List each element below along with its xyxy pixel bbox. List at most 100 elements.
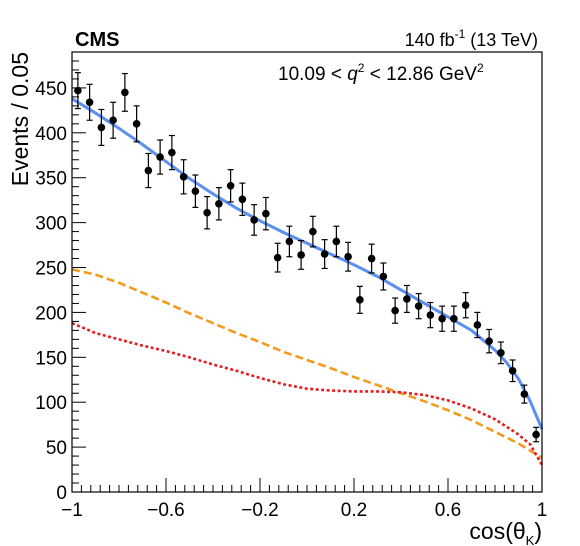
data-marker	[121, 88, 129, 97]
data-marker	[191, 187, 200, 195]
y-tick-label: 350	[35, 169, 67, 190]
data-marker	[414, 302, 423, 310]
x-axis: −1 −0.6 −0.2 0.2 0.6 1	[61, 478, 547, 521]
data-marker	[508, 366, 517, 375]
data-point	[273, 242, 282, 273]
y-tick-label: 300	[35, 214, 67, 235]
data-point	[226, 169, 235, 203]
data-marker	[497, 349, 505, 357]
y-tick-label: 100	[35, 393, 67, 414]
data-marker	[438, 314, 446, 323]
data-point	[168, 134, 176, 171]
data-point	[320, 239, 329, 270]
data-point	[344, 241, 352, 272]
data-marker	[250, 216, 258, 224]
x-tick-label: 0.6	[435, 500, 461, 521]
data-point	[132, 105, 141, 143]
data-point	[250, 204, 258, 236]
data-point	[238, 182, 247, 217]
data-marker	[367, 254, 376, 263]
x-tick-label: 0.2	[341, 500, 367, 521]
y-axis-title: Events / 0.05	[7, 52, 33, 186]
data-marker	[532, 430, 540, 439]
data-marker	[74, 86, 82, 95]
data-point	[156, 139, 164, 175]
data-point	[485, 328, 493, 354]
data-point	[497, 341, 505, 365]
x-tick-label: −0.2	[241, 500, 279, 521]
data-marker	[215, 199, 223, 208]
data-marker	[144, 166, 153, 175]
data-marker	[97, 123, 106, 132]
data-marker	[379, 272, 388, 281]
data-point	[203, 195, 211, 230]
data-marker	[485, 337, 493, 345]
data-point	[508, 359, 517, 383]
data-marker	[450, 314, 458, 323]
y-axis: 0 50 100 150 200 250 300 350 400 450	[35, 51, 86, 504]
data-point	[520, 384, 529, 404]
data-point	[367, 243, 376, 274]
data-point	[414, 292, 423, 320]
data-point	[215, 186, 223, 221]
data-point	[109, 101, 117, 139]
data-point	[97, 108, 106, 146]
y-tick-label: 0	[56, 483, 67, 504]
data-marker	[109, 116, 117, 125]
data-point	[309, 215, 317, 248]
data-marker	[262, 209, 270, 218]
data-marker	[391, 306, 399, 315]
data-point	[179, 159, 188, 195]
data-marker	[238, 195, 247, 204]
data-marker	[403, 295, 411, 303]
data-marker	[156, 153, 164, 161]
x-tick-label: −1	[61, 500, 83, 521]
data-point	[450, 305, 458, 332]
data-point	[473, 311, 482, 339]
data-marker	[344, 252, 352, 261]
x-tick-label: 1	[537, 500, 548, 521]
y-tick-label: 450	[35, 79, 67, 100]
data-marker	[520, 390, 529, 398]
data-marker	[320, 250, 329, 258]
data-marker	[273, 253, 282, 262]
data-marker	[203, 208, 211, 217]
y-tick-label: 150	[35, 348, 67, 369]
data-point	[391, 297, 399, 324]
data-point	[121, 72, 129, 112]
y-tick-label: 200	[35, 303, 67, 324]
data-point	[532, 426, 540, 443]
y-tick-label: 250	[35, 259, 67, 280]
data-point	[403, 284, 411, 314]
q2-range-label: 10.09 < q2 < 12.86 GeV2	[278, 61, 484, 85]
data-point	[438, 305, 446, 332]
data-marker	[297, 251, 305, 259]
data-point	[85, 83, 94, 121]
data-point	[144, 152, 153, 189]
y-tick-label: 50	[46, 438, 67, 459]
experiment-label: CMS	[75, 29, 119, 51]
data-marker	[85, 98, 94, 107]
data-marker	[285, 237, 294, 246]
data-marker	[226, 181, 235, 190]
data-marker	[168, 148, 176, 157]
data-marker	[461, 301, 470, 310]
data-marker	[332, 237, 341, 246]
data-point	[426, 301, 435, 329]
data-marker	[132, 120, 141, 128]
data-marker	[473, 321, 482, 329]
data-marker	[426, 311, 435, 319]
fit-curve-component-orange	[71, 268, 543, 459]
data-marker	[179, 173, 188, 181]
data-point	[191, 174, 200, 208]
data-point	[297, 239, 305, 270]
x-axis-title: cos(θK)	[469, 518, 542, 546]
y-tick-label: 400	[35, 124, 67, 145]
data-marker	[356, 296, 364, 304]
data-point	[332, 225, 341, 258]
data-point	[285, 225, 294, 258]
fit-curve-component-red	[71, 321, 544, 466]
luminosity-label: 140 fb-1 (13 TeV)	[405, 27, 538, 50]
